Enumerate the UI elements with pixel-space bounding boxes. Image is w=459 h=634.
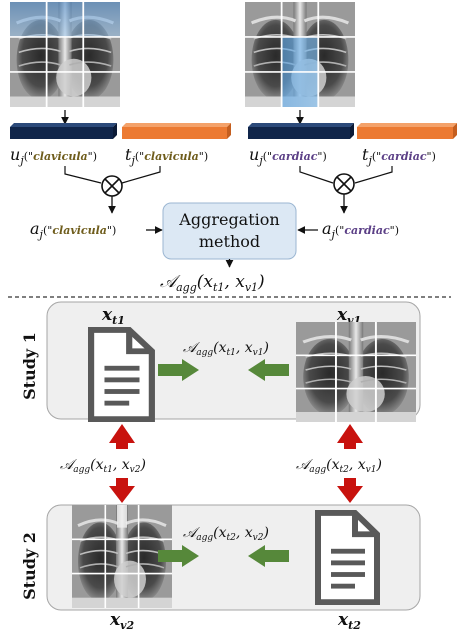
cross-left-agg-label: 𝒜agg(xt1, xv2) (60, 457, 146, 475)
red-arrow-right (337, 424, 363, 503)
study1-text-item-label: xt1 (101, 305, 125, 327)
label-t-cardiac: tj("cardiac") (362, 145, 436, 167)
label-u-cardiac: uj("cardiac") (249, 145, 327, 167)
xray-cardiac-image (243, 0, 357, 109)
xray-study2-image (70, 503, 174, 610)
study2-label: Study 2 (20, 532, 39, 600)
green-arrows-study1 (158, 359, 289, 381)
study1-agg-label: 𝒜agg(xt1, xv1) (183, 340, 269, 358)
red-arrow-left (109, 424, 135, 503)
connector-t-right (354, 166, 393, 184)
study2-text-item-label: xt2 (337, 610, 361, 632)
multiply-operator-right (333, 173, 355, 195)
xray-study1-image (294, 320, 418, 424)
connector-t-left (121, 166, 161, 184)
label-a-clavicula: aj("clavicula") (30, 219, 116, 241)
xray-clavicula-image (8, 0, 122, 109)
cross-right-agg-label: 𝒜agg(xt2, xv1) (296, 457, 382, 475)
label-agg-output: 𝒜agg(xt1, xv1) (160, 272, 265, 294)
aggregation-method-box: Aggregation method (162, 202, 297, 260)
label-u-clavicula: uj("clavicula") (10, 145, 97, 167)
green-arrows-study2 (158, 545, 289, 567)
embedding-bar-t-clavicula (122, 123, 231, 139)
label-t-clavicula: tj("clavicula") (125, 145, 208, 167)
label-a-cardiac: aj("cardiac") (322, 219, 399, 241)
study1-label: Study 1 (20, 332, 39, 400)
study2-image-item-label: xv2 (109, 610, 135, 632)
embedding-bar-t-cardiac (357, 123, 457, 139)
study2-agg-label: 𝒜agg(xt2, xv2) (183, 525, 269, 543)
aggregation-label-line2: method (199, 232, 260, 251)
connector-u-left (64, 166, 102, 184)
embedding-bar-u-cardiac (248, 123, 354, 139)
connector-u-right (299, 166, 334, 184)
multiply-operator-left (101, 175, 123, 197)
document-icon-study2 (318, 513, 377, 602)
embedding-bar-u-clavicula (10, 123, 117, 139)
aggregation-label-line1: Aggregation (178, 210, 279, 229)
document-icon-study1 (91, 330, 152, 419)
